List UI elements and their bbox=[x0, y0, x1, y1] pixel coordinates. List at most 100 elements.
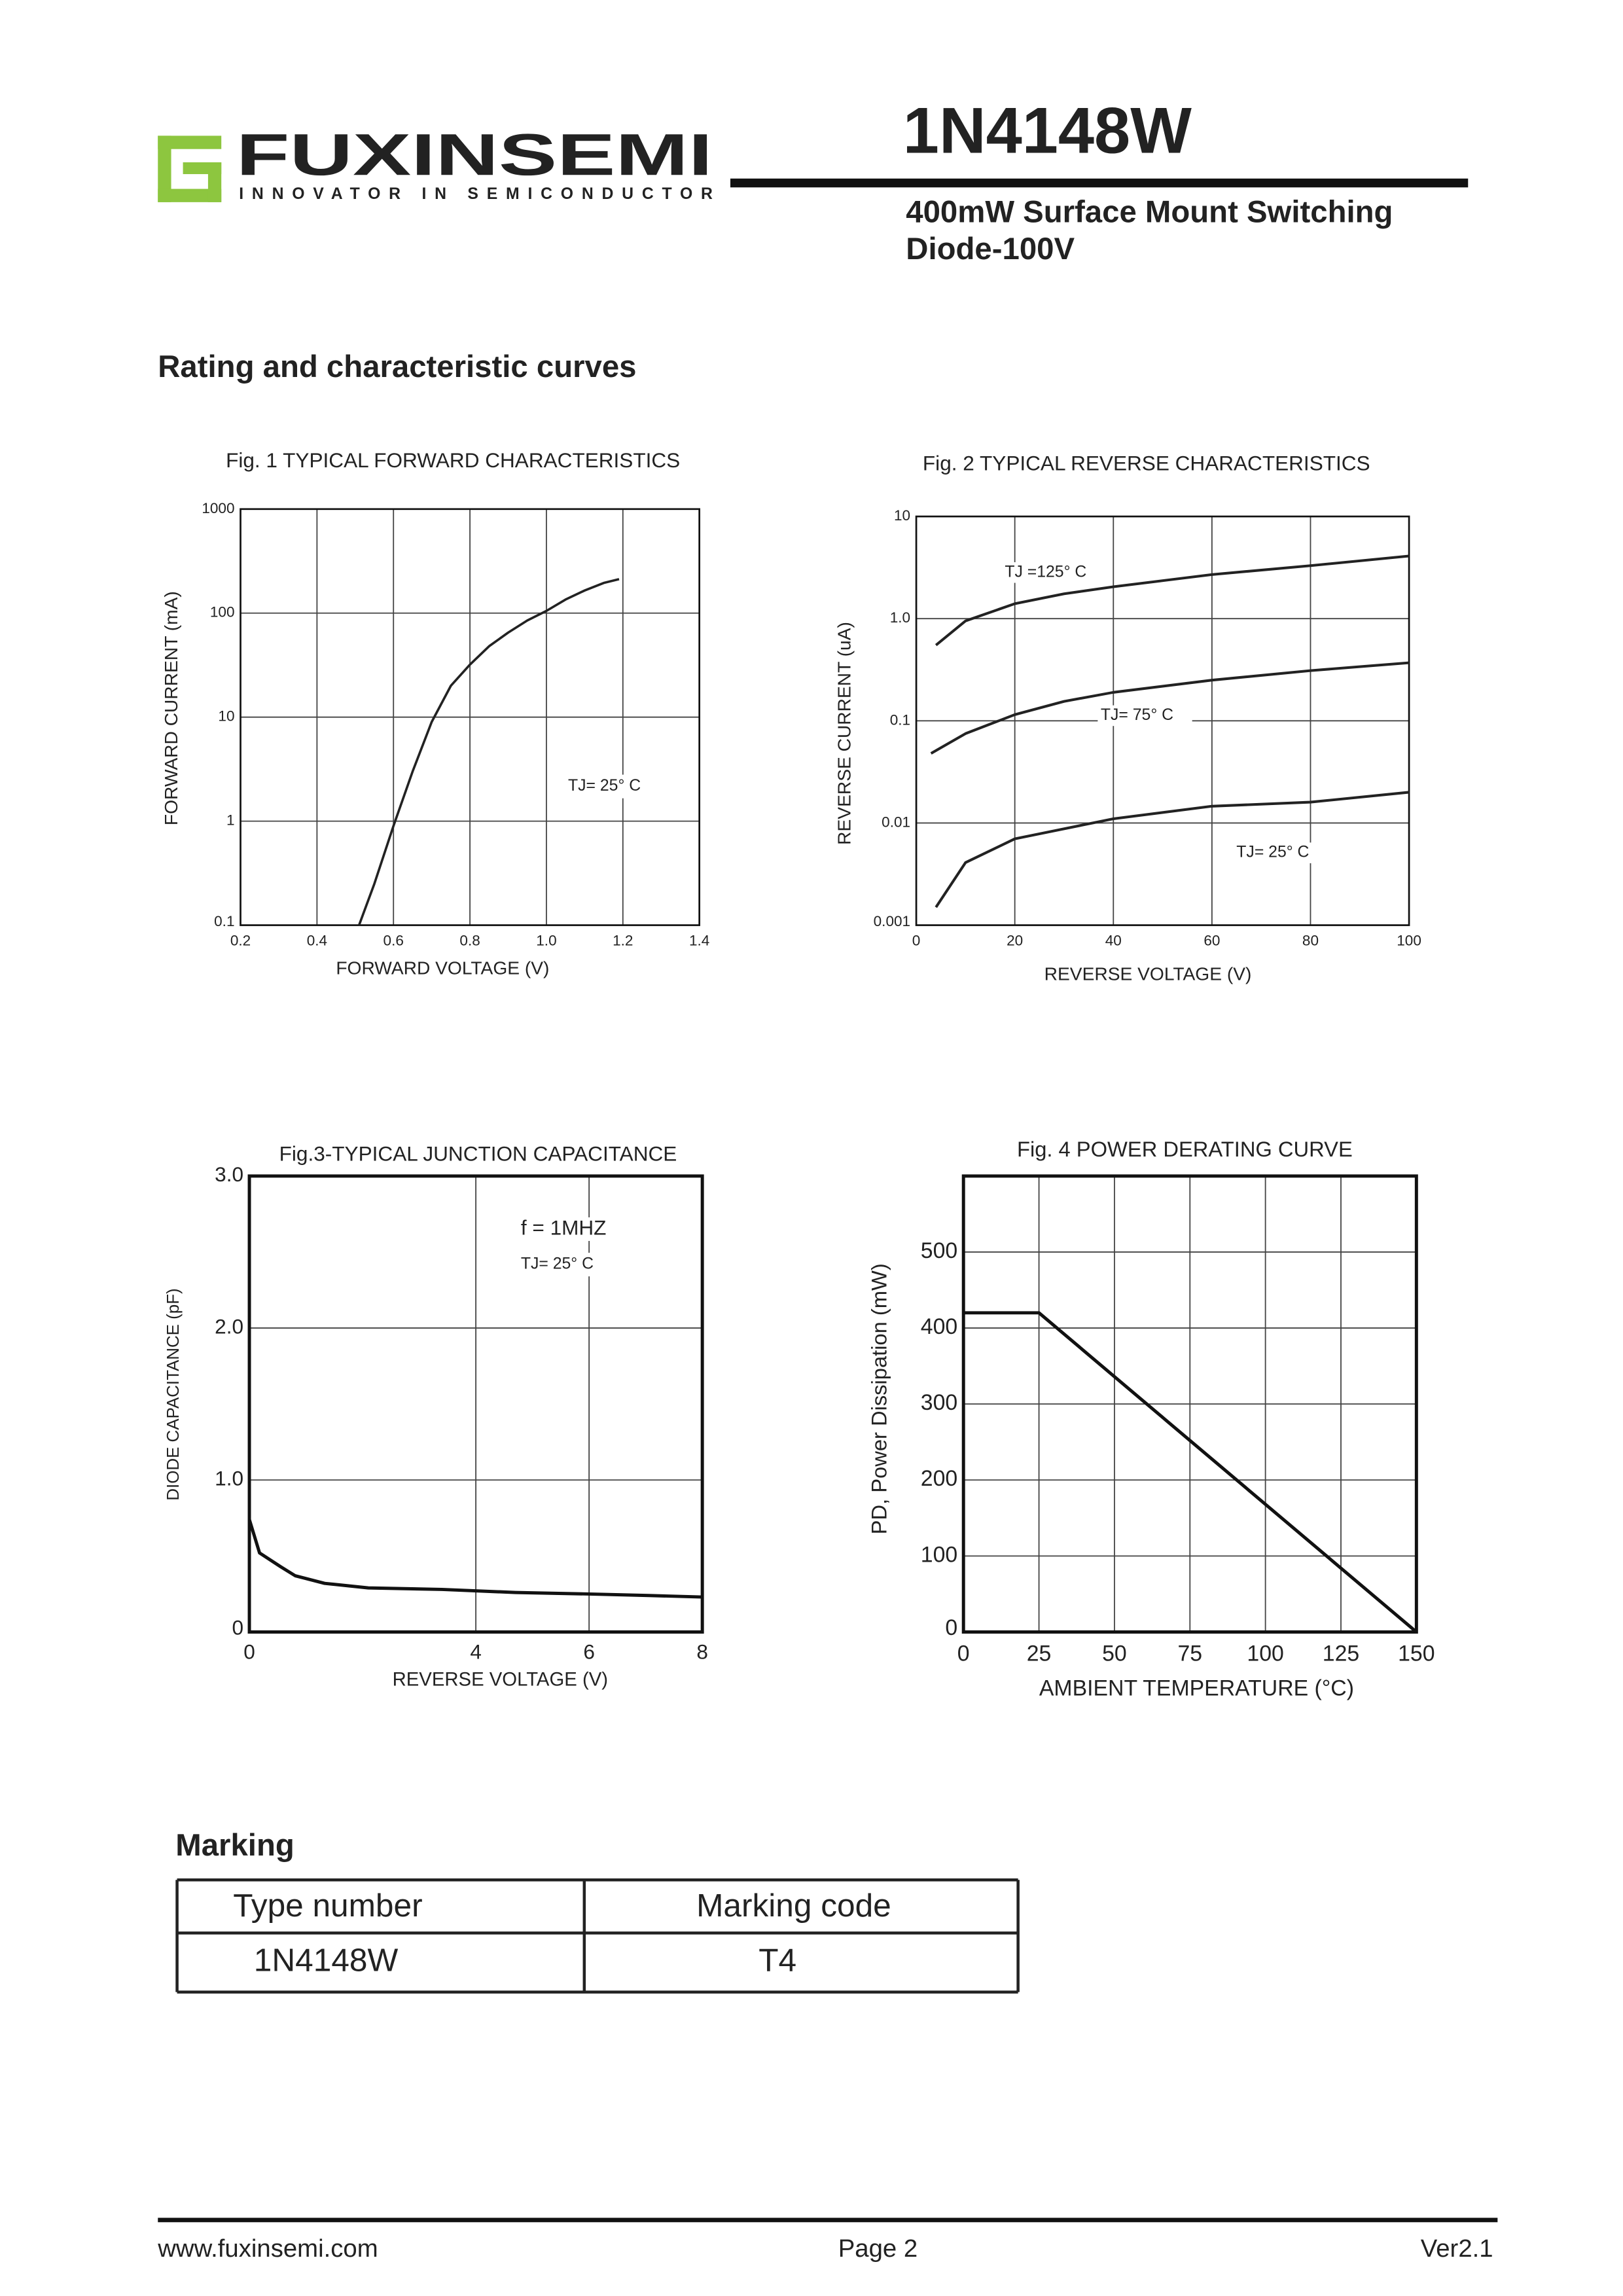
y-tick-label: 1.0 bbox=[215, 1467, 243, 1490]
y-tick-label: 500 bbox=[921, 1238, 957, 1263]
data-line bbox=[357, 578, 620, 926]
y-tick-label: 0.1 bbox=[214, 913, 234, 929]
table-header-cell: Marking code bbox=[696, 1887, 891, 1924]
footer-website: www.fuxinsemi.com bbox=[157, 2234, 378, 2263]
y-tick-label: 200 bbox=[921, 1466, 957, 1491]
chart-title: Fig. 1 TYPICAL FORWARD CHARACTERISTICS bbox=[226, 448, 680, 472]
y-axis-label: FORWARD CURRENT (mA) bbox=[160, 591, 181, 825]
y-axis-label: PD, Power Dissipation (mW) bbox=[867, 1263, 891, 1534]
data-line bbox=[935, 554, 1410, 647]
x-tick-label: 1.0 bbox=[536, 932, 556, 948]
x-tick-label: 8 bbox=[696, 1640, 708, 1664]
chart-title: Fig. 4 POWER DERATING CURVE bbox=[1017, 1137, 1353, 1161]
subtitle-line: Diode-100V bbox=[906, 232, 1075, 266]
plot-frame bbox=[240, 508, 701, 926]
plot-frame bbox=[915, 515, 1410, 926]
data-line bbox=[963, 1311, 1418, 1634]
label-backdrop bbox=[518, 1217, 622, 1242]
x-axis-label: FORWARD VOLTAGE (V) bbox=[336, 958, 549, 978]
y-tick-label: 300 bbox=[921, 1390, 957, 1415]
y-tick-label: 100 bbox=[921, 1542, 957, 1567]
y-axis-label: DIODE CAPACITANCE (pF) bbox=[164, 1288, 183, 1500]
label-backdrop bbox=[1001, 562, 1097, 583]
y-tick-label: 0.1 bbox=[890, 711, 910, 728]
data-line bbox=[247, 1518, 703, 1599]
y-tick-label: 0 bbox=[232, 1615, 243, 1639]
series-label: TJ= 25° C bbox=[1236, 844, 1309, 861]
table-cell: T4 bbox=[758, 1942, 796, 1979]
y-tick-label: 0.001 bbox=[874, 913, 910, 929]
x-tick-label: 0 bbox=[243, 1640, 255, 1664]
plot-frame bbox=[961, 1174, 1418, 1634]
y-tick-label: 0.01 bbox=[882, 814, 910, 830]
x-tick-label: 100 bbox=[1247, 1641, 1283, 1666]
x-tick-label: 0.8 bbox=[459, 932, 480, 948]
footer-rule bbox=[158, 2217, 1498, 2223]
x-axis-label: REVERSE VOLTAGE (V) bbox=[393, 1669, 608, 1691]
footer-version: Ver2.1 bbox=[1421, 2234, 1493, 2263]
x-axis-label: REVERSE VOLTAGE (V) bbox=[1044, 963, 1252, 984]
header-rule bbox=[730, 178, 1469, 188]
annotation: f = 1MHZ bbox=[521, 1215, 607, 1239]
x-tick-label: 25 bbox=[1027, 1641, 1052, 1666]
x-tick-label: 150 bbox=[1398, 1641, 1435, 1666]
logo-bar bbox=[158, 188, 222, 202]
brand-name: FUXINSEMI bbox=[236, 122, 713, 188]
data-line bbox=[930, 661, 1410, 755]
x-tick-label: 0 bbox=[912, 932, 921, 948]
x-tick-label: 40 bbox=[1105, 932, 1122, 948]
x-tick-label: 0.6 bbox=[383, 932, 404, 948]
x-tick-label: 0 bbox=[957, 1641, 970, 1666]
chart-title: Fig.3-TYPICAL JUNCTION CAPACITANCE bbox=[279, 1142, 677, 1166]
y-tick-label: 1 bbox=[226, 812, 235, 829]
y-tick-label: 3.0 bbox=[215, 1162, 243, 1186]
y-tick-label: 2.0 bbox=[215, 1314, 243, 1338]
footer-page: Page 2 bbox=[838, 2234, 918, 2263]
table-header-cell: Type number bbox=[233, 1887, 422, 1924]
section-title: Rating and characteristic curves bbox=[158, 350, 636, 384]
x-tick-label: 60 bbox=[1204, 932, 1220, 948]
part-number: 1N4148W bbox=[903, 95, 1192, 168]
annotation: TJ= 25° C bbox=[521, 1255, 594, 1273]
x-tick-label: 80 bbox=[1302, 932, 1319, 948]
table-cell: 1N4148W bbox=[254, 1942, 399, 1979]
x-tick-label: 4 bbox=[470, 1640, 482, 1664]
y-tick-label: 1000 bbox=[202, 500, 234, 516]
logo-bar bbox=[183, 162, 222, 175]
x-tick-label: 6 bbox=[583, 1640, 595, 1664]
x-tick-label: 50 bbox=[1102, 1641, 1127, 1666]
marking-table bbox=[175, 1878, 1020, 1994]
label-backdrop bbox=[518, 1253, 622, 1277]
y-tick-label: 10 bbox=[218, 708, 234, 725]
logo-icon bbox=[158, 135, 222, 202]
x-tick-label: 1.4 bbox=[689, 932, 709, 948]
x-tick-label: 0.4 bbox=[307, 932, 327, 948]
x-tick-label: 125 bbox=[1323, 1641, 1359, 1666]
label-backdrop bbox=[565, 774, 669, 798]
x-tick-label: 1.2 bbox=[613, 932, 633, 948]
y-tick-label: 400 bbox=[921, 1314, 957, 1339]
x-tick-label: 100 bbox=[1397, 932, 1421, 948]
y-tick-label: 0 bbox=[945, 1615, 957, 1640]
logo-bar bbox=[158, 135, 171, 202]
y-tick-label: 10 bbox=[894, 507, 910, 524]
x-tick-label: 0.2 bbox=[230, 932, 251, 948]
chart-title: Fig. 2 TYPICAL REVERSE CHARACTERISTICS bbox=[923, 452, 1370, 475]
plot-frame bbox=[247, 1174, 704, 1634]
x-tick-label: 20 bbox=[1007, 932, 1023, 948]
label-backdrop bbox=[1233, 842, 1329, 863]
y-axis-label: REVERSE CURRENT (uA) bbox=[833, 622, 854, 845]
subtitle-line: 400mW Surface Mount Switching bbox=[906, 194, 1393, 229]
marking-title: Marking bbox=[175, 1828, 294, 1863]
x-tick-label: 75 bbox=[1177, 1641, 1202, 1666]
y-tick-label: 100 bbox=[210, 604, 235, 620]
annotation: TJ= 25° C bbox=[568, 777, 641, 795]
data-line bbox=[935, 791, 1410, 908]
series-label: TJ =125° C bbox=[1005, 563, 1086, 581]
logo-bar bbox=[158, 135, 222, 149]
x-axis-label: AMBIENT TEMPERATURE (°C) bbox=[1039, 1676, 1354, 1700]
label-backdrop bbox=[1097, 705, 1192, 726]
